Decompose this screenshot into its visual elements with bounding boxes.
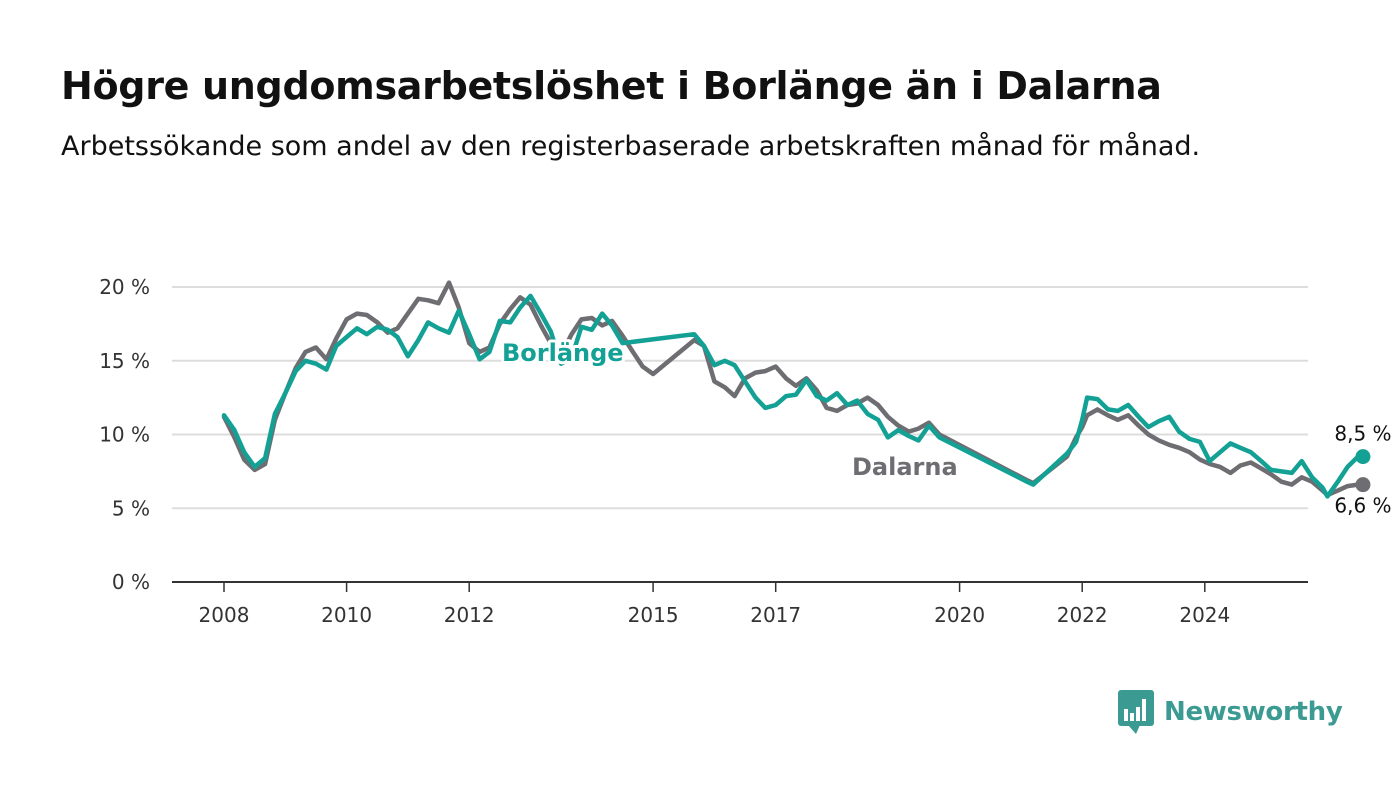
x-axis-ticks: 2008 2010 2012 2015 2017 2020 2022 2024: [172, 581, 1308, 627]
chart-title: Högre ungdomsarbetslöshet i Borlänge än …: [61, 64, 1162, 108]
series-line-dalarna: [221, 280, 1366, 498]
y-tick-label: 15 %: [99, 349, 150, 373]
x-tick-label: 2010: [321, 603, 372, 627]
x-tick-label: 2017: [750, 603, 801, 627]
grid-lines: [172, 286, 1308, 510]
y-tick-label: 10 %: [99, 423, 150, 447]
chart-subtitle: Arbetssökande som andel av den registerb…: [61, 131, 1201, 162]
x-tick-label: 2015: [628, 603, 679, 627]
series-lines: [221, 280, 1366, 499]
newsworthy-logo[interactable]: Newsworthy: [1118, 690, 1343, 734]
series-label-dalarna: Dalarna: [852, 453, 958, 481]
y-axis-ticks: 0 % 5 % 10 % 15 % 20 %: [99, 275, 150, 594]
series-end-marker-borlange: [1355, 449, 1371, 465]
end-value-label-dalarna: 6,6 %: [1334, 494, 1391, 518]
series-end-marker-dalarna: [1355, 477, 1371, 493]
series-line-borl-nge: [221, 293, 1366, 499]
x-tick-label: 2020: [934, 603, 985, 627]
x-tick-label: 2024: [1179, 603, 1230, 627]
brand-name: Newsworthy: [1164, 697, 1343, 727]
end-value-label-borlange: 8,5 %: [1334, 422, 1391, 446]
x-tick-label: 2022: [1057, 603, 1108, 627]
x-tick-label: 2012: [444, 603, 495, 627]
y-tick-label: 0 %: [112, 570, 150, 594]
x-tick-label: 2008: [199, 603, 250, 627]
y-tick-label: 5 %: [112, 496, 150, 520]
bar-chart-speech-bubble-icon: [1118, 690, 1154, 734]
series-label-borlange: Borlänge: [502, 339, 624, 367]
y-tick-label: 20 %: [99, 275, 150, 299]
series-labels: 8,5 % 6,6 % Borlänge Dalarna: [499, 336, 1392, 518]
